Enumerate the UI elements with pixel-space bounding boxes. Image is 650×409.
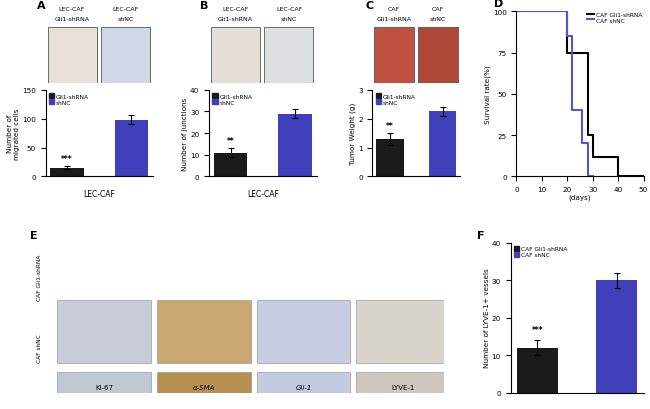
CAF Gli1-shRNA	[589, 155, 597, 160]
Text: CAF Gli1-shRNA: CAF Gli1-shRNA	[36, 254, 42, 301]
Text: CAF: CAF	[432, 7, 444, 12]
FancyBboxPatch shape	[265, 28, 313, 84]
CAF Gli1-shRNA	[564, 10, 571, 15]
Text: **: **	[386, 121, 394, 130]
CAF Gli1-shRNA	[584, 133, 592, 138]
Text: **: **	[227, 137, 235, 146]
Text: shNC: shNC	[118, 17, 134, 22]
CAF Gli1-shRNA	[640, 175, 647, 180]
Text: CAF: CAF	[388, 7, 400, 12]
Text: A: A	[37, 1, 46, 11]
Text: LEC-CAF: LEC-CAF	[276, 7, 302, 12]
CAF Gli1-shRNA	[614, 155, 622, 160]
Text: ***: ***	[532, 325, 543, 334]
X-axis label: LEC-CAF: LEC-CAF	[247, 189, 279, 198]
Text: shNC: shNC	[281, 17, 297, 22]
Bar	[114, 121, 148, 177]
FancyBboxPatch shape	[211, 28, 260, 84]
CAF shNC	[578, 109, 586, 114]
FancyBboxPatch shape	[47, 28, 97, 84]
CAF shNC	[564, 10, 571, 15]
Text: B: B	[200, 1, 209, 11]
Legend: CAF Gli1-shRNA, CAF shNC: CAF Gli1-shRNA, CAF shNC	[587, 12, 643, 24]
Bar	[429, 112, 456, 177]
Text: Gli1-shRNA: Gli1-shRNA	[218, 17, 253, 22]
Legend: Gli1-shRNA, shNC: Gli1-shRNA, shNC	[376, 94, 417, 106]
Text: CAF shNC: CAF shNC	[36, 333, 42, 362]
CAF shNC	[584, 175, 592, 180]
Bar	[596, 281, 638, 393]
FancyBboxPatch shape	[356, 372, 450, 409]
Text: LEC-CAF: LEC-CAF	[222, 7, 248, 12]
Text: α-SMA: α-SMA	[193, 384, 215, 390]
Bar	[214, 153, 247, 177]
Text: E: E	[29, 230, 37, 240]
Text: LYVE-1: LYVE-1	[391, 384, 415, 390]
Text: F: F	[477, 230, 485, 240]
Text: Gli1-shRNA: Gli1-shRNA	[55, 17, 89, 22]
Y-axis label: Number of junctions: Number of junctions	[182, 97, 188, 170]
FancyBboxPatch shape	[257, 300, 350, 363]
FancyBboxPatch shape	[374, 28, 414, 84]
CAF shNC	[564, 34, 571, 39]
CAF shNC	[578, 142, 586, 146]
Text: Ki-67: Ki-67	[96, 384, 113, 390]
Bar	[51, 168, 84, 177]
FancyBboxPatch shape	[57, 300, 151, 363]
Text: D: D	[493, 0, 502, 9]
CAF shNC	[568, 34, 576, 39]
Text: LEC-CAF: LEC-CAF	[112, 7, 138, 12]
X-axis label: LEC-CAF: LEC-CAF	[83, 189, 115, 198]
Text: Gli1-shRNA: Gli1-shRNA	[376, 17, 411, 22]
CAF Gli1-shRNA	[584, 51, 592, 56]
CAF shNC	[512, 10, 520, 15]
CAF shNC	[589, 175, 597, 180]
FancyBboxPatch shape	[157, 300, 251, 363]
CAF shNC	[584, 142, 592, 146]
CAF shNC	[568, 109, 576, 114]
Bar	[517, 348, 558, 393]
Text: LEC-CAF: LEC-CAF	[58, 7, 85, 12]
Y-axis label: Number of LYVE-1+ vessels: Number of LYVE-1+ vessels	[484, 268, 489, 368]
X-axis label: (days): (days)	[569, 194, 592, 200]
FancyBboxPatch shape	[157, 372, 251, 409]
Legend: Gli1-shRNA, shNC: Gli1-shRNA, shNC	[212, 94, 253, 106]
Y-axis label: Survival rate(%): Survival rate(%)	[484, 65, 491, 124]
FancyBboxPatch shape	[57, 372, 151, 409]
FancyBboxPatch shape	[356, 300, 450, 363]
Line: CAF shNC: CAF shNC	[516, 12, 593, 177]
Text: shNC: shNC	[430, 17, 446, 22]
CAF Gli1-shRNA	[589, 133, 597, 138]
Y-axis label: Tumor Weight (g): Tumor Weight (g)	[350, 103, 356, 165]
Legend: Gli1-shRNA, shNC: Gli1-shRNA, shNC	[48, 94, 90, 106]
Text: C: C	[365, 1, 374, 11]
FancyBboxPatch shape	[257, 372, 350, 409]
FancyBboxPatch shape	[418, 28, 458, 84]
CAF Gli1-shRNA	[512, 10, 520, 15]
Bar	[278, 115, 311, 177]
Bar	[376, 139, 404, 177]
CAF Gli1-shRNA	[614, 175, 622, 180]
CAF Gli1-shRNA	[564, 51, 571, 56]
Text: ***: ***	[61, 154, 73, 163]
Text: Gli-1: Gli-1	[296, 384, 312, 390]
FancyBboxPatch shape	[101, 28, 150, 84]
Line: CAF Gli1-shRNA: CAF Gli1-shRNA	[516, 12, 644, 177]
Legend: CAF Gli1-shRNA, CAF shNC: CAF Gli1-shRNA, CAF shNC	[514, 246, 568, 258]
Y-axis label: Number of
migrated cells: Number of migrated cells	[6, 108, 20, 160]
